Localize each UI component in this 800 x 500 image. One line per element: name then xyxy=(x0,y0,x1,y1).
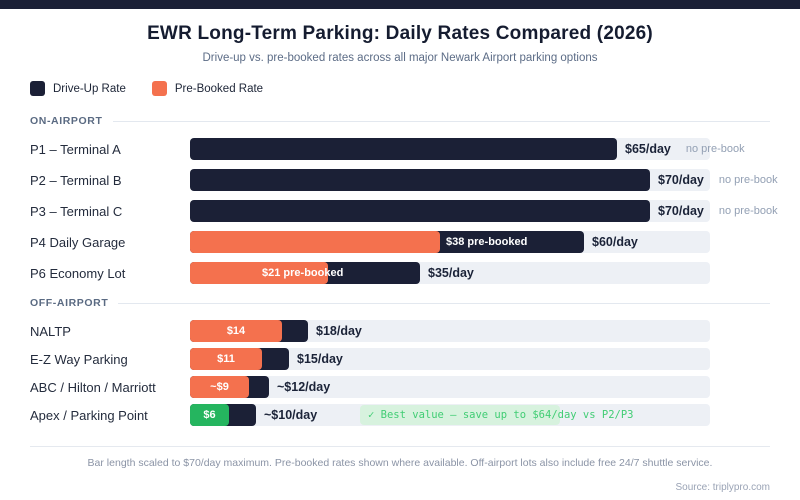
section-divider xyxy=(112,120,770,122)
bar-track: $11 $15/day xyxy=(190,348,710,370)
no-prebook-note: no pre-book xyxy=(685,143,745,155)
bar-track: $6 ~$10/day ✓ Best value — save up to $64/… xyxy=(190,404,710,426)
no-prebook-note: no pre-book xyxy=(718,205,778,217)
table-row: P1 – Terminal A $65/day no pre-book xyxy=(30,138,770,160)
pre-booked-bar-label: $14 xyxy=(226,325,246,337)
bar-value-group: $60/day xyxy=(592,231,638,253)
bar-value-group: $18/day xyxy=(316,320,362,342)
bar-value-group: ~$10/day xyxy=(264,404,317,426)
bar-track: ~$9 ~$12/day xyxy=(190,376,710,398)
drive-up-value-label: $70/day xyxy=(658,204,704,218)
row-label: P4 Daily Garage xyxy=(30,234,126,250)
drive-up-value-label: $15/day xyxy=(297,352,343,366)
bar-track: $70/day no pre-book xyxy=(190,169,778,191)
table-row: P3 – Terminal C $70/day no pre-book xyxy=(30,200,778,222)
row-label: P3 – Terminal C xyxy=(30,203,123,219)
row-label: Apex / Parking Point xyxy=(30,407,148,423)
bar-track: $14 $18/day xyxy=(190,320,710,342)
pre-booked-bar xyxy=(190,376,249,398)
row-label: E-Z Way Parking xyxy=(30,351,128,367)
page-title: EWR Long-Term Parking: Daily Rates Compa… xyxy=(147,23,653,44)
legend-label: Drive-Up Rate xyxy=(53,82,126,95)
table-row: P4 Daily Garage $38 pre-booked $60/day xyxy=(30,231,770,253)
bar-value-group: $15/day xyxy=(297,348,343,370)
legend-item-drive-up: Drive-Up Rate xyxy=(30,81,126,96)
row-label: P2 – Terminal B xyxy=(30,172,122,188)
drive-up-value-label: $70/day xyxy=(658,173,704,187)
chart-section-on-airport: ON-AIRPORT P1 – Terminal A $65/day no pre-b… xyxy=(30,115,778,284)
bar-track: $21 pre-booked $35/day xyxy=(190,262,710,284)
pre-booked-bar-label: $38 pre-booked xyxy=(446,236,528,248)
drive-up-bar xyxy=(190,138,617,160)
legend-label: Pre-Booked Rate xyxy=(174,82,264,95)
table-row: Apex / Parking Point $6 ~$10/day ✓ Best val… xyxy=(30,404,770,426)
bar-value-group: $35/day xyxy=(428,262,474,284)
pre-booked-bar-label: $6 xyxy=(203,409,216,421)
pre-booked-bar xyxy=(190,320,282,342)
footer: Bar length scaled to $70/day maximum. Pr… xyxy=(30,446,770,493)
drive-up-value-label: $18/day xyxy=(316,324,362,338)
section-header: OFF-AIRPORT xyxy=(30,297,770,309)
table-row: P2 – Terminal B $70/day no pre-book xyxy=(30,169,778,191)
pre-booked-bar xyxy=(190,262,328,284)
drive-up-value-label: ~$12/day xyxy=(277,380,331,394)
bar-value-group: ~$12/day xyxy=(277,376,330,398)
section-header: ON-AIRPORT xyxy=(30,115,770,127)
section-label: ON-AIRPORT xyxy=(30,115,103,127)
drive-up-value-label: $65/day xyxy=(625,142,671,156)
pre-booked-bar-label: ~$9 xyxy=(210,381,229,393)
bar-value-group: $70/day no pre-book xyxy=(658,200,778,222)
pre-booked-bar-label: $11 xyxy=(217,353,235,365)
bar-track: $70/day no pre-book xyxy=(190,200,778,222)
table-row: NALTP $14 $18/day xyxy=(30,320,770,342)
table-row: E-Z Way Parking $11 $15/day xyxy=(30,348,770,370)
source-text: Source: triplypro.com xyxy=(675,482,770,493)
pre-booked-swatch-icon xyxy=(151,81,167,96)
drive-up-value-label: $35/day xyxy=(428,266,474,280)
section-divider xyxy=(118,302,770,304)
pre-booked-bar-label: $21 pre-booked xyxy=(262,267,344,279)
row-label: P1 – Terminal A xyxy=(30,141,121,157)
legend: Drive-Up Rate Pre-Booked Rate xyxy=(30,81,800,96)
legend-item-pre-booked: Pre-Booked Rate xyxy=(151,81,264,96)
bar-value-group: $65/day no pre-book xyxy=(625,138,745,160)
footnote-text: Bar length scaled to $70/day maximum. Pr… xyxy=(87,457,713,469)
no-prebook-note: no pre-book xyxy=(718,174,778,186)
bar-track: $38 pre-booked $60/day xyxy=(190,231,710,253)
pre-booked-bar xyxy=(190,348,262,370)
row-label: ABC / Hilton / Marriott xyxy=(30,379,156,395)
pre-booked-bar xyxy=(190,231,440,253)
pre-booked-bar xyxy=(190,404,229,426)
bar-value-group: $70/day no pre-book xyxy=(658,169,778,191)
bar-chart: ON-AIRPORT P1 – Terminal A $65/day no pre-b… xyxy=(30,115,778,426)
drive-up-bar xyxy=(190,200,650,222)
drive-up-value-label: $60/day xyxy=(592,235,638,249)
chart-section-off-airport: OFF-AIRPORT NALTP $14 $18/day E-Z Way Parkin… xyxy=(30,297,770,426)
row-label: NALTP xyxy=(30,323,71,339)
drive-up-bar xyxy=(190,169,650,191)
table-row: ABC / Hilton / Marriott ~$9 ~$12/day xyxy=(30,376,770,398)
section-label: OFF-AIRPORT xyxy=(30,297,109,309)
row-label: P6 Economy Lot xyxy=(30,265,126,281)
bar-track: $65/day no pre-book xyxy=(190,138,745,160)
top-accent-bar xyxy=(0,0,800,9)
table-row: P6 Economy Lot $21 pre-booked $35/day xyxy=(30,262,770,284)
best-value-badge: ✓ Best value — save up to $64/day vs P2/… xyxy=(360,405,634,425)
page-subtitle: Drive-up vs. pre-booked rates across all… xyxy=(202,52,598,64)
drive-up-swatch-icon xyxy=(30,81,45,96)
drive-up-value-label: ~$10/day xyxy=(264,408,318,422)
